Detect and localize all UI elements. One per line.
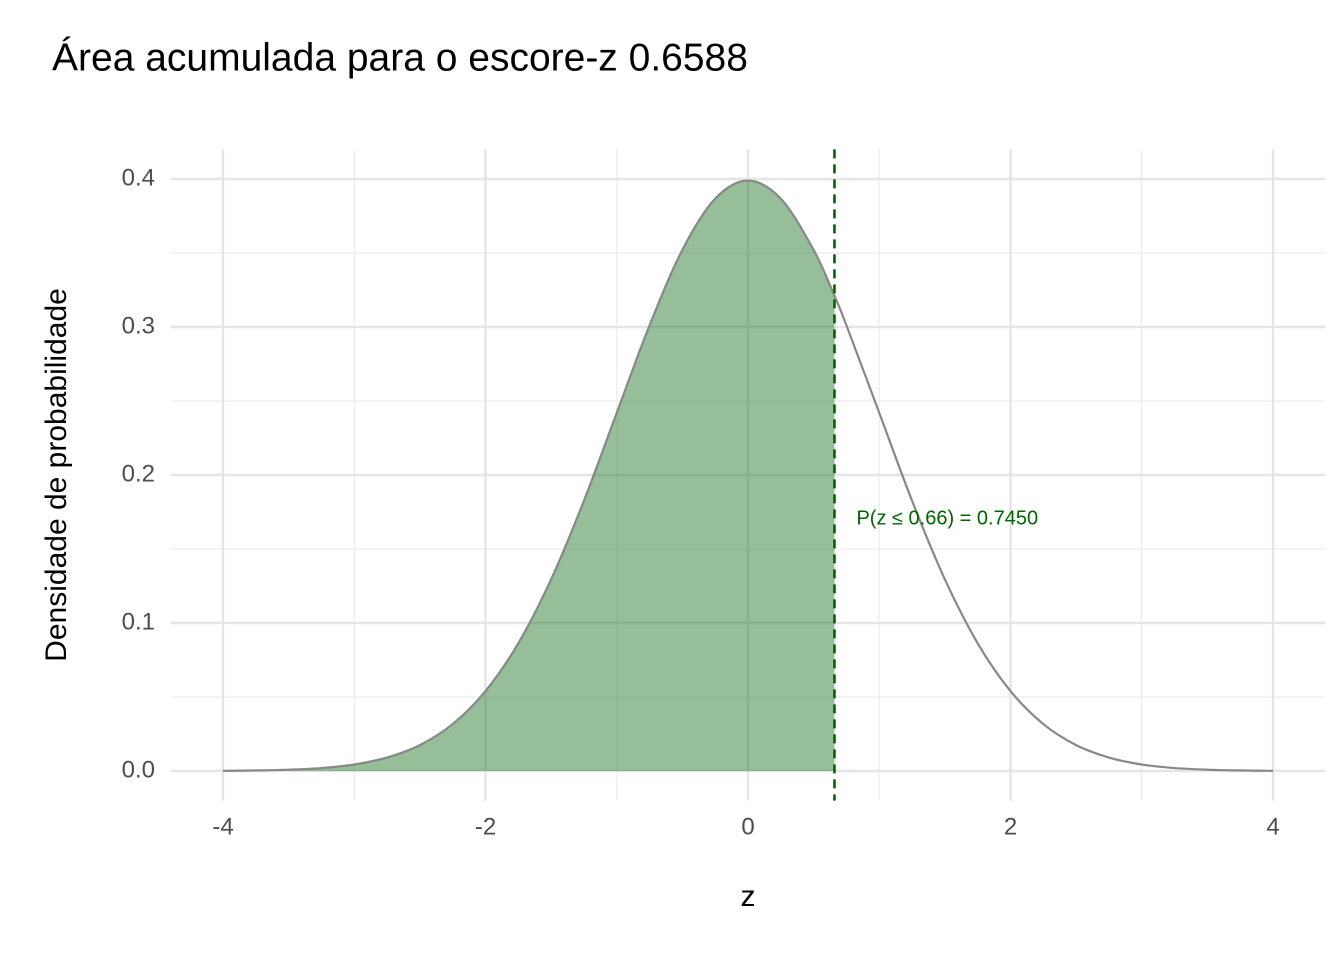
y-tick-label: 0.3	[122, 312, 155, 339]
x-tick-label: -2	[475, 813, 496, 840]
shaded-area	[223, 180, 835, 772]
chart-title: Área acumulada para o escore-z 0.6588	[52, 36, 748, 79]
annotation: P(z ≤ 0.66) = 0.7450	[856, 507, 1038, 529]
y-tick-label: 0.0	[122, 756, 155, 783]
x-tick-label: 2	[1004, 813, 1017, 840]
y-tick-label: 0.1	[122, 608, 155, 635]
x-tick-label: -4	[212, 813, 233, 840]
x-axis-label: z	[741, 880, 756, 913]
x-tick-label: 0	[741, 813, 754, 840]
density-curve	[222, 179, 1274, 772]
y-axis-label: Densidade de probabilidade	[40, 288, 73, 662]
x-tick-label: 4	[1266, 813, 1279, 840]
y-tick-label: 0.4	[122, 164, 155, 191]
y-tick-label: 0.2	[122, 460, 155, 487]
